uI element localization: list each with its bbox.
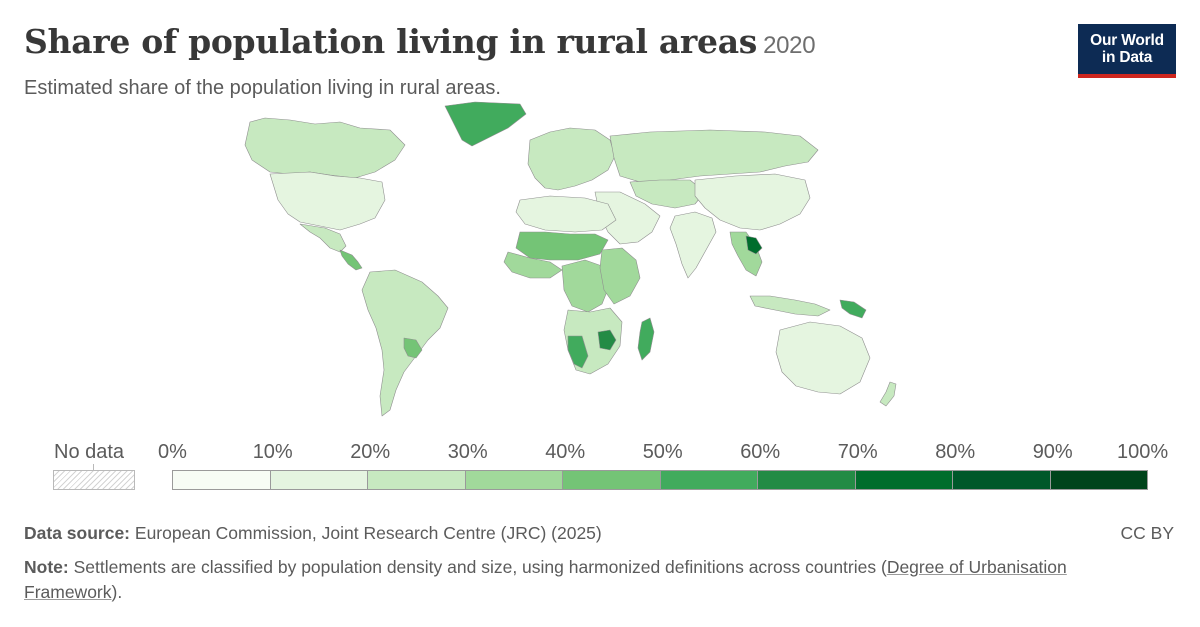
legend-bin-3[interactable] xyxy=(464,470,563,490)
region-paraguay[interactable] xyxy=(403,337,423,359)
region-greenland[interactable] xyxy=(444,101,527,147)
title-text: Share of population living in rural area… xyxy=(24,22,758,61)
title-year: 2020 xyxy=(763,32,816,59)
region-east-africa[interactable] xyxy=(599,247,641,305)
region-china[interactable] xyxy=(694,173,811,231)
region-europe[interactable] xyxy=(527,127,616,191)
owid-logo[interactable]: Our World in Data xyxy=(1078,24,1176,78)
license-label[interactable]: CC BY xyxy=(1120,523,1174,543)
no-data-tick xyxy=(93,464,94,470)
legend-tick-label: 90% xyxy=(1032,441,1073,463)
legend-bin-8[interactable] xyxy=(952,470,1051,490)
region-central-america[interactable] xyxy=(339,249,363,271)
region-sahel[interactable] xyxy=(515,231,609,261)
region-canada[interactable] xyxy=(244,117,406,179)
region-namibia[interactable] xyxy=(567,335,589,369)
world-map xyxy=(244,101,897,417)
region-central-asia[interactable] xyxy=(629,179,706,209)
legend-tick-label: 40% xyxy=(545,441,586,463)
source-text: European Commission, Joint Research Cent… xyxy=(134,523,602,543)
legend-tick-label: 80% xyxy=(935,441,976,463)
region-russia[interactable] xyxy=(609,129,819,183)
legend-tick-label: 70% xyxy=(837,441,878,463)
region-madagascar[interactable] xyxy=(637,317,655,361)
legend-bin-7[interactable] xyxy=(854,470,953,490)
region-united-states[interactable] xyxy=(269,171,386,231)
chart-subtitle: Estimated share of the population living… xyxy=(24,77,501,99)
region-zimbabwe[interactable] xyxy=(597,329,617,351)
legend-tick-label: 30% xyxy=(447,441,488,463)
legend-tick-label: 100% xyxy=(1117,441,1169,463)
legend-bin-1[interactable] xyxy=(269,470,368,490)
legend-tick-label: 10% xyxy=(252,441,293,463)
no-data-label: No data xyxy=(54,441,125,463)
legend-bin-5[interactable] xyxy=(659,470,758,490)
note-link[interactable]: Degree of Urbanisation Framework xyxy=(24,557,1067,602)
region-indonesia[interactable] xyxy=(749,295,831,317)
legend-bin-4[interactable] xyxy=(562,470,661,490)
no-data-swatch[interactable] xyxy=(53,470,135,490)
region-mexico[interactable] xyxy=(299,223,347,253)
chart-title: Share of population living in rural area… xyxy=(24,22,816,61)
region-north-africa[interactable] xyxy=(515,195,617,233)
legend-bin-0[interactable] xyxy=(172,470,271,490)
note-text: Settlements are classified by population… xyxy=(73,557,887,577)
legend-tick-label: 50% xyxy=(642,441,683,463)
logo-text: Our World in Data xyxy=(1090,32,1164,66)
region-australia[interactable] xyxy=(775,321,871,395)
region-new-zealand[interactable] xyxy=(879,381,897,407)
region-papua-new-guinea[interactable] xyxy=(839,299,867,319)
legend-tick-label: 20% xyxy=(350,441,391,463)
chart-note: Note: Settlements are classified by popu… xyxy=(24,557,1067,602)
region-laos[interactable] xyxy=(745,235,763,255)
region-india[interactable] xyxy=(669,211,717,279)
legend-tick-label: 0% xyxy=(158,441,187,463)
region-southeast-asia[interactable] xyxy=(729,231,763,277)
legend-tick-label: 60% xyxy=(740,441,781,463)
data-source: Data source: European Commission, Joint … xyxy=(24,523,602,543)
legend-bin-2[interactable] xyxy=(367,470,466,490)
legend-bin-6[interactable] xyxy=(757,470,856,490)
region-west-africa[interactable] xyxy=(503,251,563,279)
legend-bin-9[interactable] xyxy=(1049,470,1148,490)
region-central-africa[interactable] xyxy=(561,259,611,313)
